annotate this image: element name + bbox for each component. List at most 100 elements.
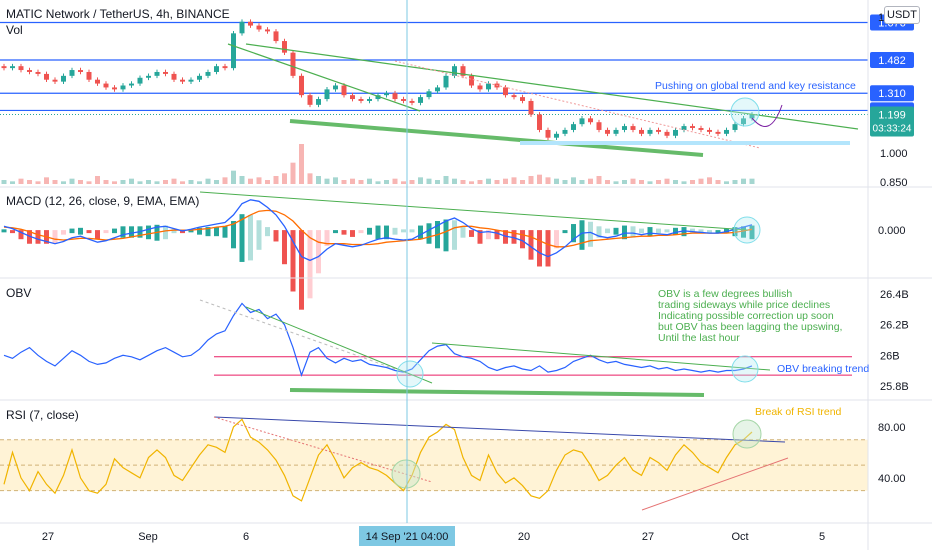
candle-body[interactable] [426, 91, 432, 98]
candle-body[interactable] [690, 126, 695, 129]
volume-bar[interactable] [503, 178, 508, 184]
macd-histogram-bar[interactable] [664, 229, 670, 233]
macd-histogram-bar[interactable] [1, 229, 7, 233]
candle-body[interactable] [316, 99, 321, 105]
candle-body[interactable] [698, 128, 704, 130]
macd-histogram-bar[interactable] [69, 228, 75, 234]
volume-bar[interactable] [180, 181, 185, 184]
macd-histogram-bar[interactable] [681, 227, 687, 237]
macd-histogram-bar[interactable] [613, 227, 619, 235]
candle-body[interactable] [528, 100, 534, 115]
candle-body[interactable] [460, 66, 466, 76]
volume-bar[interactable] [707, 177, 712, 184]
candle-body[interactable] [341, 85, 347, 96]
candle-body[interactable] [86, 71, 92, 80]
volume-bar[interactable] [129, 178, 134, 184]
candle-body[interactable] [392, 93, 398, 100]
candle-body[interactable] [350, 95, 355, 100]
macd-histogram-bar[interactable] [180, 230, 185, 234]
macd-histogram-bar[interactable] [545, 230, 551, 267]
candle-body[interactable] [562, 129, 568, 134]
macd-histogram-bar[interactable] [656, 228, 661, 234]
macd-pane[interactable] [1, 199, 755, 310]
volume-bar[interactable] [10, 181, 15, 184]
volume-bar[interactable] [205, 178, 211, 184]
candle-body[interactable] [112, 87, 117, 90]
candle-body[interactable] [248, 21, 253, 26]
volume-bar[interactable] [61, 181, 66, 184]
volume-bar[interactable] [171, 178, 177, 184]
macd-histogram-bar[interactable] [10, 230, 15, 234]
macd-histogram-bar[interactable] [460, 226, 466, 238]
candle-body[interactable] [673, 129, 678, 136]
macd-histogram-bar[interactable] [486, 230, 491, 240]
macd-histogram-bar[interactable] [528, 230, 534, 260]
macd-histogram-bar[interactable] [103, 230, 109, 234]
macd-histogram-bar[interactable] [265, 227, 270, 237]
volume-bar[interactable] [307, 173, 313, 184]
macd-histogram-bar[interactable] [299, 230, 304, 310]
macd-histogram-bar[interactable] [316, 230, 321, 274]
candle-body[interactable] [749, 114, 755, 119]
candle-body[interactable] [375, 95, 381, 100]
macd-line[interactable] [3, 199, 753, 262]
candle-body[interactable] [197, 75, 202, 80]
volume-bar[interactable] [639, 180, 644, 184]
volume-bar[interactable] [350, 178, 355, 184]
candle-body[interactable] [384, 93, 389, 96]
macd-histogram-bar[interactable] [290, 230, 296, 292]
volume-bar[interactable] [418, 177, 423, 184]
candle-body[interactable] [358, 99, 364, 101]
rsi-line[interactable] [3, 418, 753, 502]
volume-bar[interactable] [112, 181, 117, 184]
volume-bar[interactable] [605, 180, 610, 184]
candle-body[interactable] [571, 124, 576, 130]
candle-body[interactable] [180, 79, 185, 82]
volume-bar[interactable] [477, 180, 483, 184]
candle-body[interactable] [554, 133, 559, 138]
candle-body[interactable] [503, 87, 508, 96]
volume-bar[interactable] [231, 170, 236, 184]
candle-body[interactable] [613, 129, 619, 134]
candle-body[interactable] [681, 126, 687, 130]
candle-body[interactable] [622, 126, 627, 130]
candle-body[interactable] [486, 83, 491, 90]
volume-bar[interactable] [18, 178, 24, 184]
macd-histogram-bar[interactable] [579, 220, 585, 250]
candle-body[interactable] [435, 87, 440, 92]
candle-body[interactable] [367, 99, 372, 101]
macd-histogram-bar[interactable] [724, 228, 729, 234]
volume-bars[interactable] [1, 144, 755, 184]
currency-badge[interactable]: USDT [884, 6, 920, 24]
volume-bar[interactable] [690, 180, 695, 184]
volume-bar[interactable] [409, 180, 415, 184]
candle-body[interactable] [95, 79, 100, 84]
candle-body[interactable] [61, 75, 66, 82]
candle-body[interactable] [477, 85, 483, 90]
macd-histogram-bar[interactable] [562, 230, 568, 234]
volume-bar[interactable] [715, 180, 721, 184]
macd-histogram-bar[interactable] [78, 227, 83, 235]
macd-histogram-bar[interactable] [503, 230, 508, 244]
candle-body[interactable] [78, 70, 83, 72]
candle-body[interactable] [656, 129, 661, 132]
macd-histogram-bar[interactable] [469, 230, 474, 237]
volume-bar[interactable] [299, 144, 304, 184]
volume-bar[interactable] [486, 178, 491, 184]
macd-histogram-bar[interactable] [715, 230, 721, 234]
macd-histogram-bar[interactable] [324, 230, 330, 247]
volume-bar[interactable] [273, 176, 279, 184]
candle-body[interactable] [146, 75, 151, 78]
macd-histogram-bar[interactable] [341, 230, 347, 235]
macd-histogram-bar[interactable] [27, 230, 32, 244]
macd-histogram-bar[interactable] [511, 230, 517, 244]
macd-histogram-bar[interactable] [401, 229, 406, 233]
macd-histogram-bar[interactable] [375, 225, 381, 240]
volume-bar[interactable] [95, 176, 100, 184]
volume-bar[interactable] [341, 180, 347, 184]
volume-bar[interactable] [401, 181, 406, 184]
volume-bar[interactable] [27, 180, 32, 184]
candle-body[interactable] [120, 85, 126, 90]
macd-histogram-bar[interactable] [358, 230, 364, 234]
candle-body[interactable] [596, 122, 602, 130]
